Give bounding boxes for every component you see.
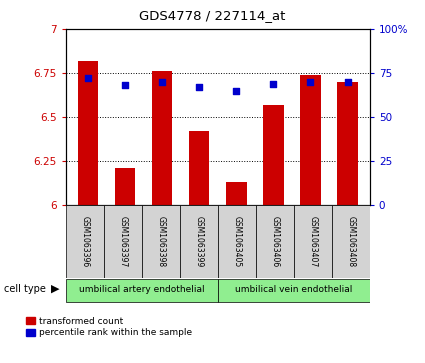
Text: GSM1063405: GSM1063405 <box>232 216 241 267</box>
Text: umbilical artery endothelial: umbilical artery endothelial <box>79 285 205 294</box>
Bar <box>218 279 370 302</box>
Point <box>233 88 240 94</box>
Text: GSM1063406: GSM1063406 <box>270 216 279 267</box>
Bar <box>300 75 320 205</box>
Bar <box>152 71 173 205</box>
Bar <box>218 205 256 278</box>
Text: GSM1063396: GSM1063396 <box>80 216 89 267</box>
Point <box>122 82 129 88</box>
Point <box>196 84 203 90</box>
Bar <box>256 205 294 278</box>
Legend: transformed count, percentile rank within the sample: transformed count, percentile rank withi… <box>26 317 193 337</box>
Point <box>307 79 314 85</box>
Text: ▶: ▶ <box>51 284 60 294</box>
Text: GSM1063398: GSM1063398 <box>156 216 165 267</box>
Bar <box>294 205 332 278</box>
Text: cell type: cell type <box>4 284 46 294</box>
Bar <box>142 205 180 278</box>
Text: GSM1063399: GSM1063399 <box>194 216 203 267</box>
Point <box>85 76 91 81</box>
Text: GSM1063408: GSM1063408 <box>346 216 355 267</box>
Bar <box>180 205 218 278</box>
Bar <box>337 82 358 205</box>
Bar <box>66 279 218 302</box>
Bar <box>66 205 104 278</box>
Point <box>344 79 351 85</box>
Bar <box>226 182 246 205</box>
Text: GDS4778 / 227114_at: GDS4778 / 227114_at <box>139 9 286 22</box>
Bar <box>332 205 370 278</box>
Point <box>159 79 166 85</box>
Bar <box>189 131 210 205</box>
Text: GSM1063407: GSM1063407 <box>308 216 317 267</box>
Bar <box>263 105 283 205</box>
Bar <box>104 205 142 278</box>
Point <box>270 81 277 86</box>
Bar <box>115 168 135 205</box>
Text: GSM1063397: GSM1063397 <box>118 216 127 267</box>
Text: umbilical vein endothelial: umbilical vein endothelial <box>235 285 352 294</box>
Bar <box>78 61 98 205</box>
